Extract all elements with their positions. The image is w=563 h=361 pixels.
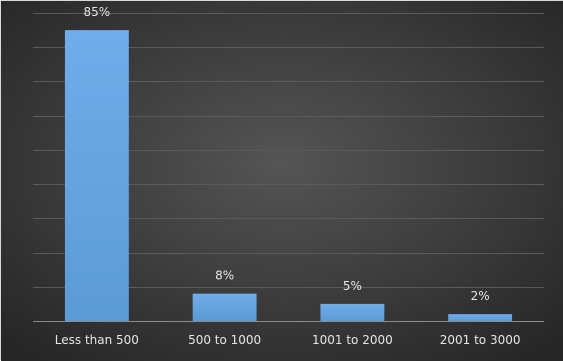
x-tick-label-3: 1001 to 2000 xyxy=(312,333,393,347)
data-label-1: 85% xyxy=(84,5,111,19)
data-label-2: 8% xyxy=(215,269,234,283)
data-label-3: 5% xyxy=(343,279,362,293)
x-tick-label-2: 500 to 1000 xyxy=(188,333,261,347)
bar-2 xyxy=(192,293,257,321)
x-tick-label-4: 2001 to 3000 xyxy=(440,333,521,347)
bar-1 xyxy=(64,30,129,321)
x-tick-label-1: Less than 500 xyxy=(55,333,139,347)
data-label-4: 2% xyxy=(471,289,490,303)
bar-4 xyxy=(448,314,513,321)
bar-3 xyxy=(320,303,385,321)
